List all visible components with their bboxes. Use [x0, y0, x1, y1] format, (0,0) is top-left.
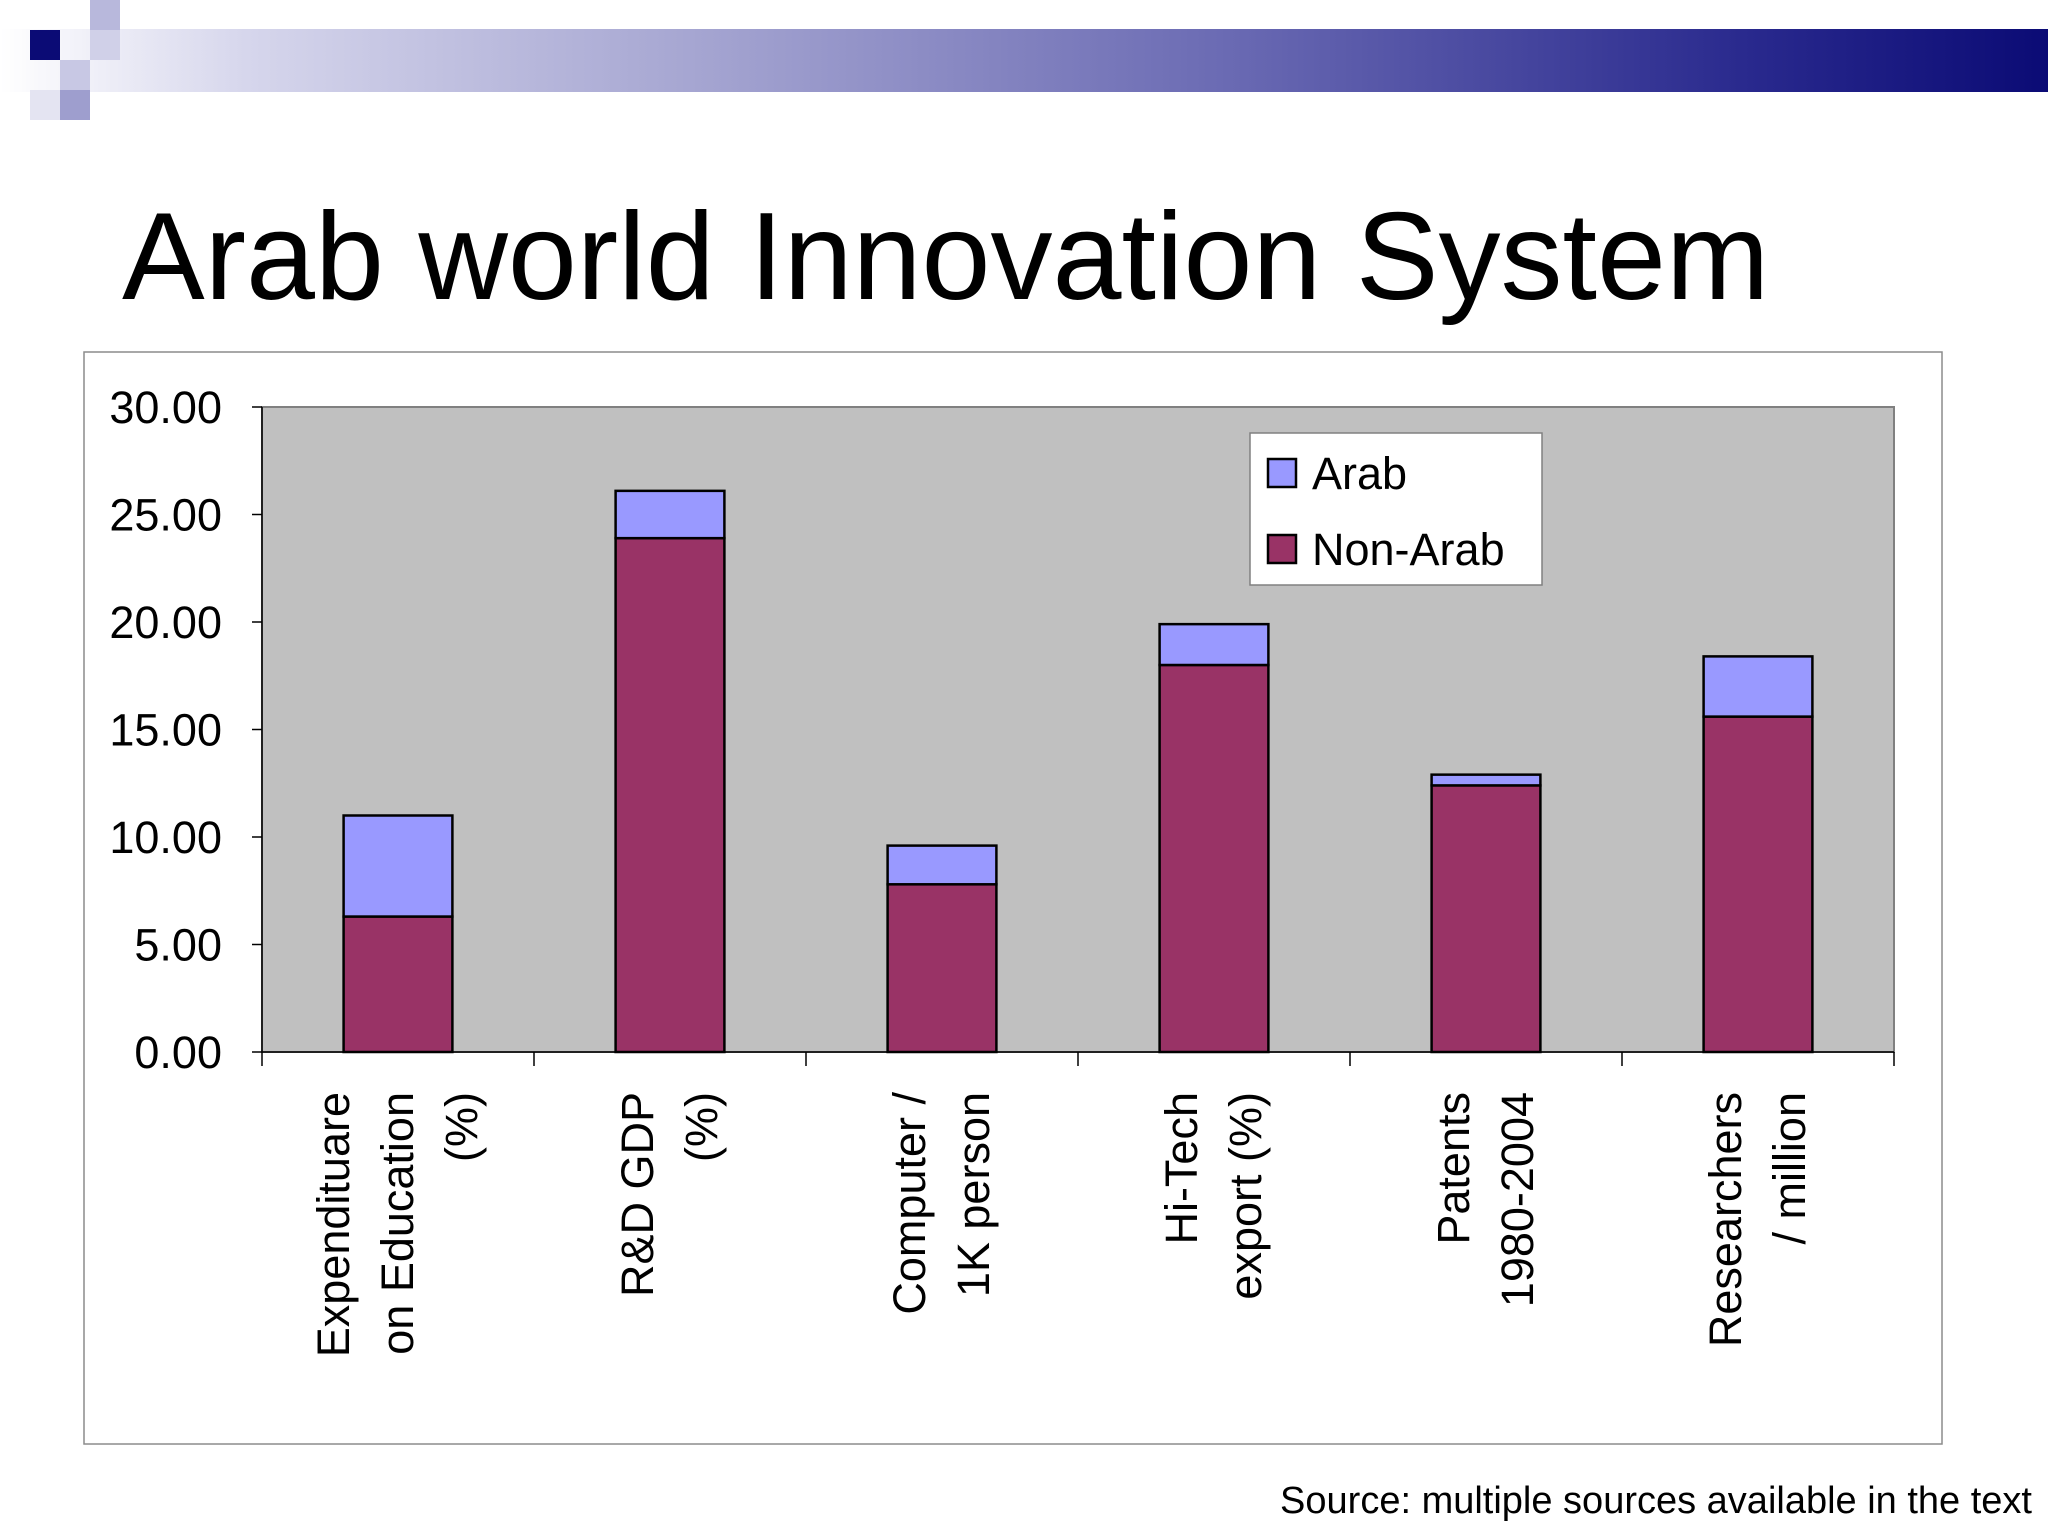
legend-label: Non-Arab — [1312, 524, 1505, 575]
x-category-label-line: export (%) — [1220, 1092, 1271, 1300]
bar-arab-2 — [886, 844, 998, 886]
y-tick-label: 25.00 — [109, 490, 222, 541]
x-category-label: Hi-Tech export (%) — [1156, 1092, 1271, 1300]
legend-box — [1249, 432, 1543, 586]
y-tick-label: 0.00 — [134, 1027, 222, 1078]
slide-title: Arab world Innovation System — [122, 188, 1770, 326]
bar-non-arab-5 — [1702, 715, 1814, 1054]
x-category-label: Patents 1980-2004 — [1428, 1092, 1543, 1307]
x-category-label-line: Computer / — [884, 1092, 935, 1315]
y-tick-label: 30.00 — [109, 382, 222, 433]
x-category-label-line: Researchers — [1700, 1092, 1751, 1347]
bar-arab-5 — [1702, 655, 1814, 718]
bar-non-arab-3 — [1158, 663, 1270, 1054]
y-tick-label: 5.00 — [134, 920, 222, 971]
deco-square-mid — [60, 90, 90, 120]
y-tick-label: 10.00 — [109, 812, 222, 863]
x-category-label-line: (%) — [436, 1092, 487, 1162]
x-category-label-line: on Education — [372, 1092, 423, 1355]
deco-square-light — [90, 0, 120, 30]
deco-square-dark — [30, 30, 60, 60]
title-band — [0, 29, 2048, 92]
x-category-label-line: 1K person — [948, 1092, 999, 1297]
bar-arab-4 — [1430, 773, 1542, 787]
bar-non-arab-1 — [614, 536, 726, 1054]
bar-non-arab-4 — [1430, 784, 1542, 1054]
x-category-label-line: 1980-2004 — [1492, 1092, 1543, 1307]
x-category-label-line: / million — [1764, 1092, 1815, 1245]
bar-arab-1 — [614, 489, 726, 540]
bar-non-arab-0 — [342, 915, 454, 1054]
source-note: Source: multiple sources available in th… — [1280, 1480, 2032, 1522]
y-tick-label: 20.00 — [109, 597, 222, 648]
x-category-label: Researchers / million — [1700, 1092, 1815, 1347]
bar-arab-0 — [342, 814, 454, 918]
deco-square-light — [30, 90, 60, 120]
x-category-label: Computer / 1K person — [884, 1092, 999, 1315]
plot-area — [261, 406, 1895, 1053]
x-category-label-line: Hi-Tech — [1156, 1092, 1207, 1245]
x-category-label-line: Expendituare — [308, 1092, 359, 1357]
bar-non-arab-2 — [886, 883, 998, 1054]
x-category-label-line: Patents — [1428, 1092, 1479, 1245]
legend-swatch-arab — [1266, 457, 1298, 489]
x-category-label-line: R&D GDP — [612, 1092, 663, 1297]
deco-square-light — [60, 60, 90, 90]
deco-square-light — [90, 30, 120, 60]
legend-swatch-non-arab — [1266, 533, 1298, 565]
x-category-label-line: (%) — [676, 1092, 727, 1162]
bar-arab-3 — [1158, 622, 1270, 667]
x-category-label: Expendituare on Education (%) — [308, 1092, 487, 1357]
x-category-label: R&D GDP (%) — [612, 1092, 727, 1297]
y-tick-label: 15.00 — [109, 705, 222, 756]
legend-label: Arab — [1312, 448, 1407, 499]
